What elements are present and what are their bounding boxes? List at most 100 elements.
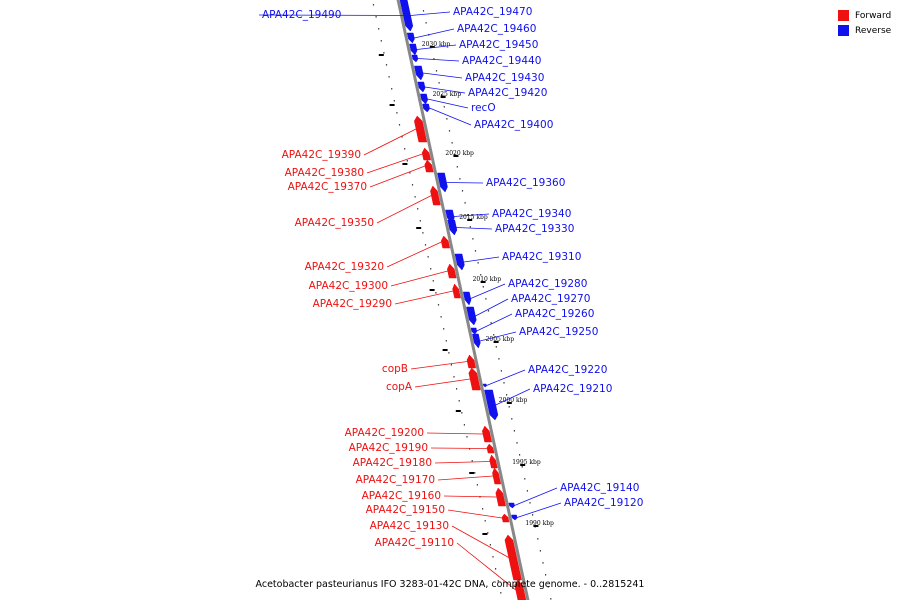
gene-label-APA42C_19340[interactable]: APA42C_19340 bbox=[492, 208, 571, 220]
gene-APA42C_19140[interactable] bbox=[508, 502, 515, 509]
gene-label-APA42C_19490[interactable]: APA42C_19490 bbox=[262, 9, 341, 21]
gene-label-APA42C_19440[interactable]: APA42C_19440 bbox=[462, 55, 541, 67]
gene-label-APA42C_19450[interactable]: APA42C_19450 bbox=[459, 39, 538, 51]
tick-dot bbox=[375, 16, 377, 18]
gene-label-APA42C_19280[interactable]: APA42C_19280 bbox=[508, 278, 587, 290]
gene-label-APA42C_19200[interactable]: APA42C_19200 bbox=[345, 427, 424, 439]
gene-APA42C_19120[interactable] bbox=[511, 514, 518, 521]
gene-APA42C_19260[interactable] bbox=[470, 327, 478, 335]
tick-dot bbox=[414, 196, 416, 198]
tick-dot bbox=[474, 250, 477, 252]
gene-label-APA42C_19390[interactable]: APA42C_19390 bbox=[282, 149, 361, 161]
gene-label-APA42C_19150[interactable]: APA42C_19150 bbox=[366, 504, 445, 516]
gene-label-APA42C_19110[interactable]: APA42C_19110 bbox=[375, 537, 454, 549]
gene-APA42C_19190[interactable] bbox=[486, 443, 495, 454]
major-tick bbox=[453, 155, 459, 157]
gene-APA42C_19220[interactable] bbox=[482, 383, 487, 388]
gene-label-APA42C_19420[interactable]: APA42C_19420 bbox=[468, 87, 547, 99]
legend-item-reverse[interactable]: Reverse bbox=[838, 23, 891, 38]
tick-dot bbox=[391, 88, 393, 90]
gene-copA[interactable] bbox=[468, 367, 481, 391]
gene-APA42C_19430[interactable] bbox=[414, 65, 424, 81]
map-caption: Acetobacter pasteurianus IFO 3283-01-42C… bbox=[255, 579, 645, 590]
gene-APA42C_19440[interactable] bbox=[411, 54, 419, 63]
tick-dot bbox=[445, 340, 447, 342]
gene-label-APA42C_19290[interactable]: APA42C_19290 bbox=[313, 298, 392, 310]
gene-APA42C_19420[interactable] bbox=[417, 81, 426, 93]
gene-label-APA42C_19180[interactable]: APA42C_19180 bbox=[353, 457, 432, 469]
tick-dot bbox=[433, 58, 435, 60]
major-tick bbox=[442, 349, 448, 351]
gene-APA42C_19380[interactable] bbox=[421, 147, 432, 161]
tick-dot bbox=[427, 256, 429, 258]
gene-label-APA42C_19380[interactable]: APA42C_19380 bbox=[285, 167, 364, 179]
gene-APA42C_19320[interactable] bbox=[440, 235, 451, 249]
gene-APA42C_19110[interactable] bbox=[514, 579, 527, 600]
gene-label-APA42C_19140[interactable]: APA42C_19140 bbox=[560, 482, 639, 494]
gene-label-APA42C_19170[interactable]: APA42C_19170 bbox=[356, 474, 435, 486]
gene-leader-line bbox=[424, 86, 466, 94]
gene-label-APA42C_19260[interactable]: APA42C_19260 bbox=[515, 308, 594, 320]
gene-APA42C_19180[interactable] bbox=[489, 454, 498, 469]
tick-dot bbox=[542, 562, 544, 564]
gene-recO[interactable] bbox=[420, 93, 428, 105]
gene-label-copA[interactable]: copA bbox=[386, 381, 413, 393]
gene-label-recO[interactable]: recO bbox=[471, 102, 496, 114]
gene-label-APA42C_19370[interactable]: APA42C_19370 bbox=[288, 181, 367, 193]
gene-label-APA42C_19120[interactable]: APA42C_19120 bbox=[564, 497, 643, 509]
gene-leader-line bbox=[369, 165, 426, 188]
tick-dot bbox=[511, 418, 513, 420]
gene-label-APA42C_19190[interactable]: APA42C_19190 bbox=[349, 442, 428, 454]
gene-APA42C_19450[interactable] bbox=[409, 43, 418, 56]
major-tick bbox=[455, 410, 461, 412]
gene-APA42C_19160[interactable] bbox=[495, 487, 506, 507]
gene-label-APA42C_19310[interactable]: APA42C_19310 bbox=[502, 251, 581, 263]
gene-APA42C_19310[interactable] bbox=[454, 253, 465, 271]
gene-APA42C_19150[interactable] bbox=[501, 513, 510, 523]
kbp-tick-label: 2005 kbp bbox=[486, 336, 515, 343]
gene-copB[interactable] bbox=[466, 354, 477, 369]
gene-APA42C_19170[interactable] bbox=[492, 467, 502, 485]
gene-label-APA42C_19270[interactable]: APA42C_19270 bbox=[511, 293, 590, 305]
tick-dot bbox=[388, 76, 390, 78]
gene-APA42C_19280[interactable] bbox=[462, 291, 472, 306]
gene-APA42C_19330[interactable] bbox=[447, 219, 458, 236]
tick-dot bbox=[482, 508, 484, 510]
gene-label-APA42C_19470[interactable]: APA42C_19470 bbox=[453, 6, 532, 18]
legend-item-forward[interactable]: Forward bbox=[838, 8, 891, 23]
gene-APA42C_19460[interactable] bbox=[406, 32, 415, 44]
gene-label-APA42C_19430[interactable]: APA42C_19430 bbox=[465, 72, 544, 84]
gene-label-copB[interactable]: copB bbox=[382, 363, 408, 375]
gene-APA42C_19270[interactable] bbox=[466, 306, 477, 326]
gene-label-APA42C_19350[interactable]: APA42C_19350 bbox=[295, 217, 374, 229]
gene-label-APA42C_19130[interactable]: APA42C_19130 bbox=[370, 520, 449, 532]
tick-dot bbox=[456, 166, 458, 168]
gene-label-APA42C_19250[interactable]: APA42C_19250 bbox=[519, 326, 598, 338]
gene-APA42C_19130[interactable] bbox=[504, 534, 522, 581]
gene-leader-line bbox=[456, 542, 517, 591]
gene-APA42C_19300[interactable] bbox=[447, 263, 457, 279]
legend-label: Reverse bbox=[855, 25, 892, 36]
gene-APA42C_19350[interactable] bbox=[430, 185, 441, 206]
gene-label-APA42C_19400[interactable]: APA42C_19400 bbox=[474, 119, 553, 131]
gene-label-APA42C_19300[interactable]: APA42C_19300 bbox=[309, 280, 388, 292]
gene-APA42C_19370[interactable] bbox=[424, 159, 434, 173]
gene-APA42C_19400[interactable] bbox=[422, 103, 430, 113]
gene-APA42C_19250[interactable] bbox=[472, 333, 481, 349]
gene-label-APA42C_19360[interactable]: APA42C_19360 bbox=[486, 177, 565, 189]
gene-APA42C_19200[interactable] bbox=[482, 425, 493, 443]
gene-APA42C_19360[interactable] bbox=[437, 172, 448, 193]
tick-dot bbox=[469, 226, 471, 228]
gene-label-APA42C_19220[interactable]: APA42C_19220 bbox=[528, 364, 607, 376]
tick-dot bbox=[409, 172, 411, 174]
kbp-tick-label: 2010 kbp bbox=[473, 276, 502, 283]
gene-label-APA42C_19460[interactable]: APA42C_19460 bbox=[457, 23, 536, 35]
gene-APA42C_19390[interactable] bbox=[414, 115, 428, 143]
gene-label-APA42C_19160[interactable]: APA42C_19160 bbox=[362, 490, 441, 502]
gene-label-APA42C_19320[interactable]: APA42C_19320 bbox=[305, 261, 384, 273]
gene-APA42C_19210[interactable] bbox=[484, 389, 499, 421]
gene-label-APA42C_19210[interactable]: APA42C_19210 bbox=[533, 383, 612, 395]
gene-label-APA42C_19330[interactable]: APA42C_19330 bbox=[495, 223, 574, 235]
gene-layer bbox=[399, 0, 527, 600]
gene-APA42C_19290[interactable] bbox=[452, 283, 461, 299]
